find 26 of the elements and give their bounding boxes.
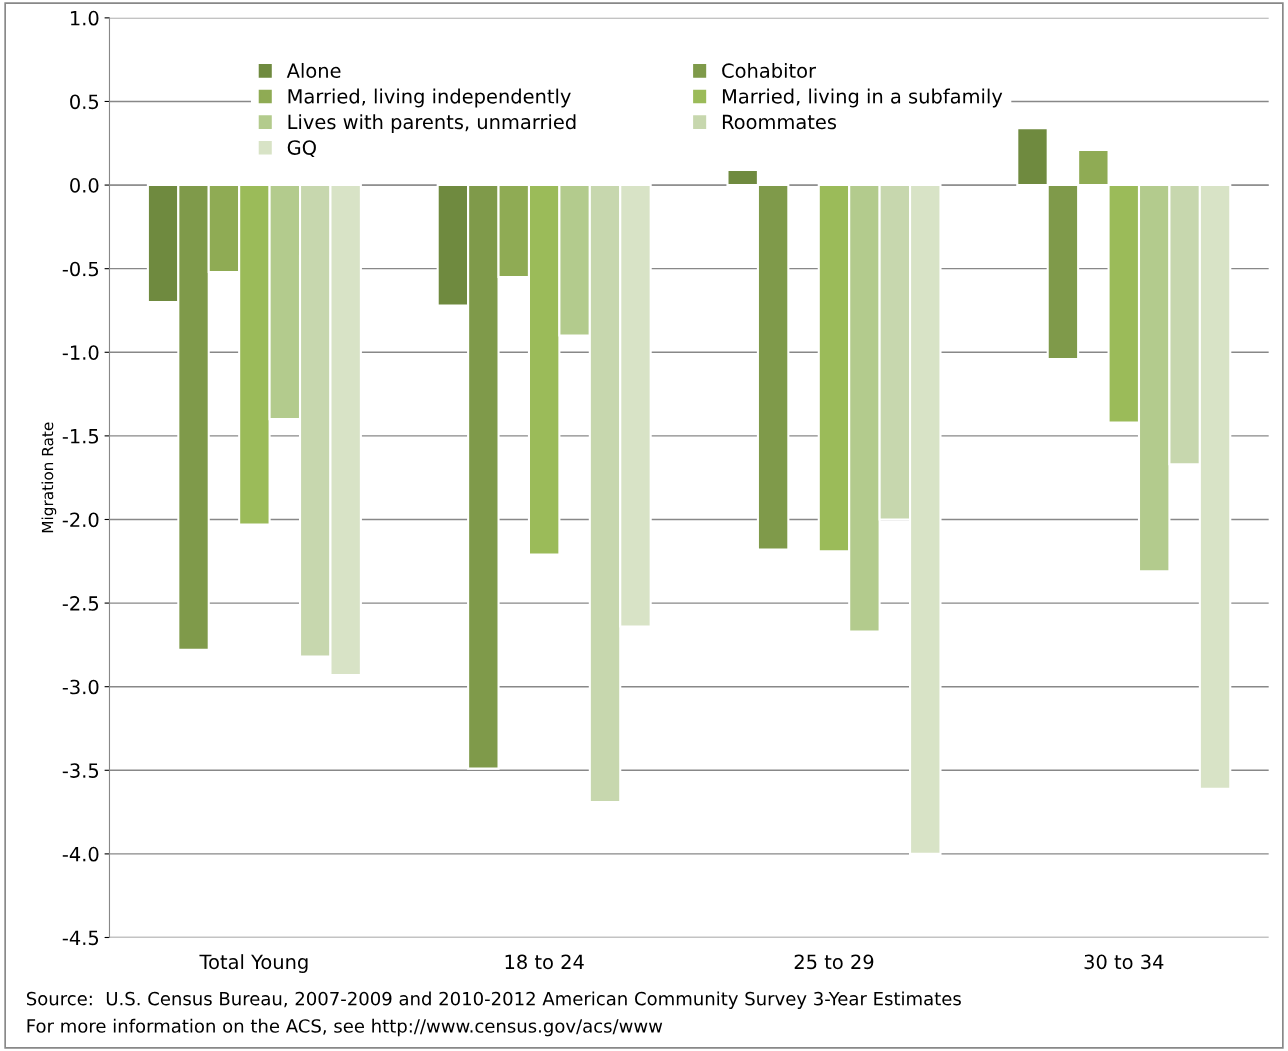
legend-label: Lives with parents, unmarried [288, 114, 576, 134]
y-tick-label: 1.0 [70, 10, 99, 26]
y-tick-label: -1.0 [62, 345, 99, 360]
y-tick-label: -3.5 [62, 763, 99, 778]
text: For more information on the ACS, see http://www.census.gov/acs/www [27, 1018, 663, 1037]
x-tick-label: Total Young [199, 954, 308, 973]
y-tick-label: 0.0 [70, 178, 99, 193]
source-note: Source: U.S. Census Bureau, 2007-2009 and 2010-2012 American Community Survey 3-Year Estimates [26, 991, 961, 1009]
y-tick-label: -2.5 [62, 596, 99, 611]
y-tick-label: 0.5 [70, 94, 99, 110]
legend-label: GQ [287, 140, 316, 158]
x-tick-label: 18 to 24 [505, 954, 584, 970]
legend-label: Alone [286, 62, 341, 79]
legend-label: Cohabitor [722, 62, 817, 79]
y-tick-label: -1.5 [62, 429, 99, 444]
y-axis-title: Migration Rate [41, 422, 57, 533]
legend-label: Married, living independently [288, 88, 571, 108]
y-tick-label: -4.5 [62, 930, 99, 946]
y-tick-label: -0.5 [62, 261, 99, 277]
legend-label: Married, living in a subfamily [722, 88, 1003, 108]
y-tick-label: -3.0 [62, 679, 99, 695]
y-tick-label: -4.0 [62, 846, 99, 862]
legend-label: Roommates [722, 114, 837, 130]
x-tick-label: 25 to 29 [794, 954, 874, 970]
y-tick-label: -2.0 [62, 512, 99, 528]
x-tick-label: 30 to 34 [1084, 954, 1164, 970]
